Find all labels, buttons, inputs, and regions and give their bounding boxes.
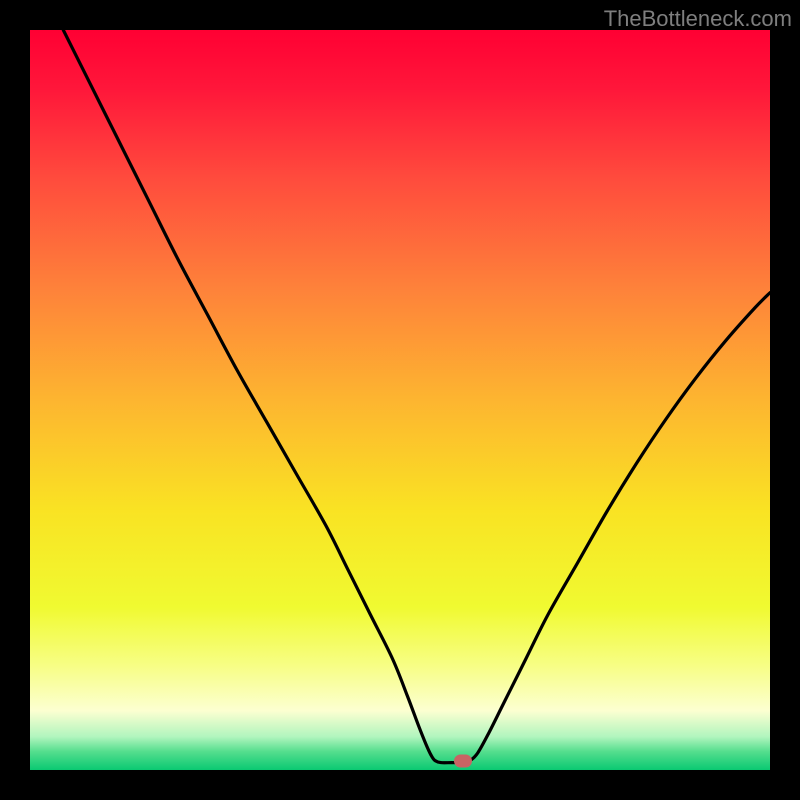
bottleneck-curve — [30, 30, 770, 770]
bottleneck-chart: TheBottleneck.com — [0, 0, 800, 800]
plot-area — [30, 30, 770, 770]
watermark-text: TheBottleneck.com — [604, 6, 792, 32]
optimal-marker — [454, 755, 472, 768]
